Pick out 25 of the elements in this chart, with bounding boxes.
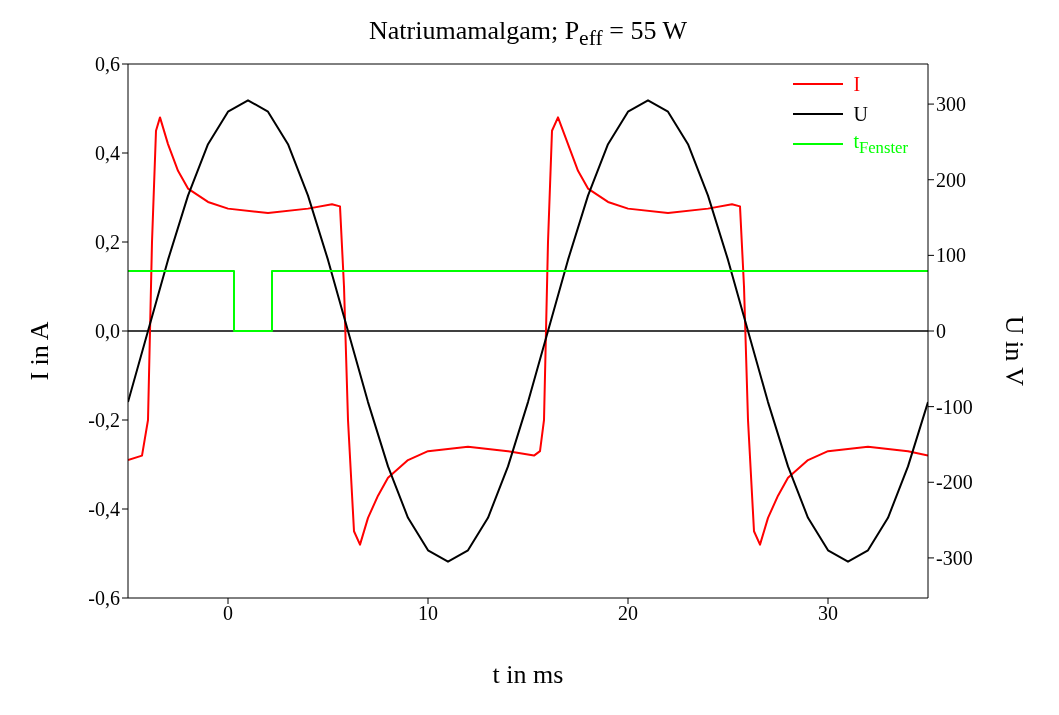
x-tick-label: 30 (818, 602, 838, 625)
y-tick-label: 0,0 (95, 320, 120, 343)
y2-tick-label: -200 (936, 471, 973, 494)
y-tick-label: 0,6 (95, 53, 120, 76)
chart-title: Natriumamalgam; P$_{eff}$ = 55 W (368, 16, 688, 52)
y2-tick-label: -300 (936, 547, 973, 570)
x-tick-label: 0 (223, 602, 233, 625)
legend-label: U (853, 102, 868, 126)
y-tick-label: -0,4 (88, 498, 120, 521)
x-axis-title: t in ms (491, 660, 565, 690)
y-tick-label: 0,4 (95, 142, 120, 165)
y-axis-title: I in A (24, 320, 55, 381)
y2-tick-label: 300 (936, 93, 966, 116)
x-tick-label: 20 (618, 602, 638, 625)
x-tick-label: 10 (418, 602, 438, 625)
legend-label: t$_{Fenster}$ (853, 130, 908, 158)
legend-label: I (853, 72, 861, 96)
y2-tick-label: -100 (936, 395, 973, 418)
y-tick-label: -0,6 (88, 587, 120, 610)
y2-tick-label: 200 (936, 168, 966, 191)
y2-tick-label: 0 (936, 320, 946, 343)
y-tick-label: 0,2 (95, 231, 120, 254)
y2-axis-title: U in V (998, 315, 1029, 386)
y2-tick-label: 100 (936, 244, 966, 267)
y-tick-label: -0,2 (88, 409, 120, 432)
